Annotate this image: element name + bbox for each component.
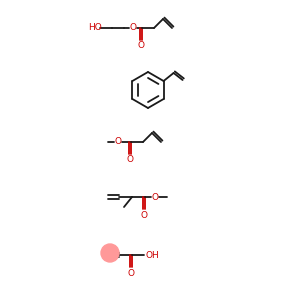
Text: O: O bbox=[128, 268, 134, 278]
Text: O: O bbox=[137, 41, 145, 50]
Text: O: O bbox=[115, 137, 122, 146]
Text: O: O bbox=[152, 193, 158, 202]
Text: O: O bbox=[140, 211, 148, 220]
Text: O: O bbox=[130, 23, 136, 32]
Text: OH: OH bbox=[145, 250, 159, 260]
Circle shape bbox=[101, 244, 119, 262]
Text: HO: HO bbox=[88, 23, 102, 32]
Text: O: O bbox=[127, 155, 134, 164]
